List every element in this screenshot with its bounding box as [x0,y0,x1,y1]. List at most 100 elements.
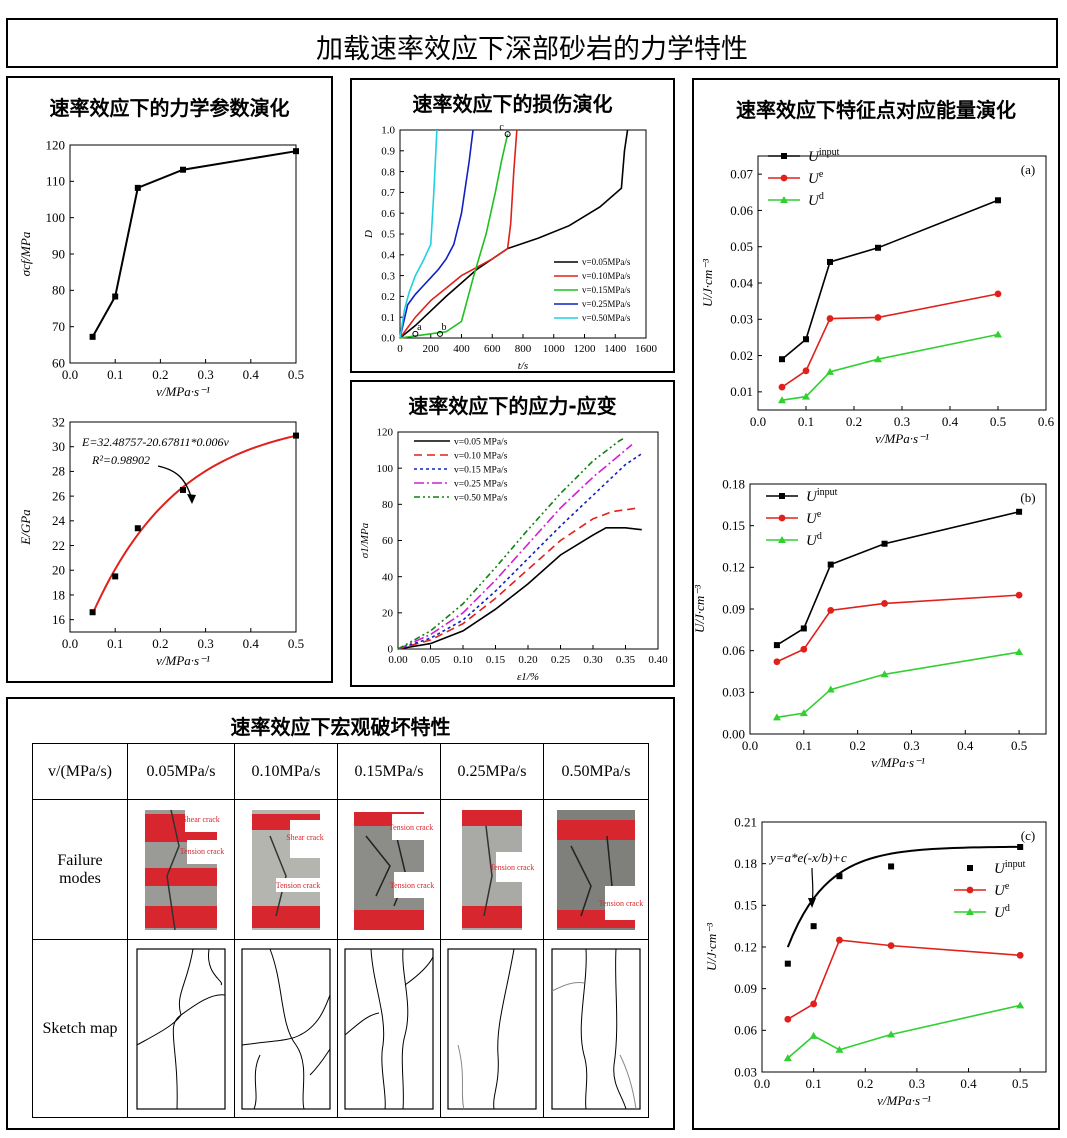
x-tick-label: 0.5 [1012,1076,1028,1091]
failure-photo-5: Tension crack [557,809,643,930]
plot-frame [69,421,297,633]
y-tick-label: 60 [52,355,65,370]
data-point [836,936,843,944]
y-tick-label: 0.15 [734,898,757,913]
data-point [800,625,807,632]
stress-panel: 速率效应下的应力-应变 0.00 0.05 0.10 0.15 0.20 0.25 0.30… [350,380,675,687]
failure-photo-cell: Tension crack [440,799,544,940]
legend-label: v=0.05MPa/s [582,257,631,267]
y-axis-label: E/GPa [18,509,33,546]
photo-label: Shear crack [286,833,324,842]
data-point [1017,844,1024,850]
energy-chart-a: 0.0 0.1 0.2 0.3 0.4 0.5 0.6 0.01 0.02 0.03 0.04 0.0… [700,147,1055,446]
data-point [773,658,781,666]
data-point [836,873,843,880]
legend-label: Ue [994,881,1010,899]
stress-strain-chart: 0.00 0.05 0.10 0.15 0.20 0.25 0.30 0.35 0.40 0 20 4… [359,427,668,683]
x-tick-label: 0.5 [1011,738,1027,753]
series-line [776,651,1020,719]
failure-photo-cell: Tension crack [543,799,649,940]
sketch-map-3 [344,947,434,1110]
y-tick-label: 16 [52,612,66,627]
data-point [994,290,1002,298]
table-header-cell: 0.25MPa/s [440,743,544,800]
x-axis-label: v/MPa·s⁻¹ [875,431,929,446]
x-tick-label: 0.40 [648,654,668,666]
y-tick-label: 0.0 [381,333,395,345]
series-line [397,444,633,650]
table-header-cell: v/(MPa/s) [32,743,128,800]
legend-label: v=0.05 MPa/s [454,438,508,448]
failure-title: 速率效应下宏观破坏特性 [230,715,451,739]
x-tick-label: 0.0 [62,367,78,382]
legend-label: Uinput [994,859,1026,877]
data-point [89,609,96,616]
legend-label: Uinput [808,147,840,165]
legend-marker [780,196,788,203]
energy-chart-b: 0.0 0.1 0.2 0.3 0.4 0.5 0.00 0.03 0.06 0.09 0.12 0.… [692,476,1047,770]
x-tick-label: 0.25 [551,654,571,666]
y-tick-label: 0 [388,644,394,656]
series-line [787,939,1021,1020]
y-tick-label: 0.18 [722,476,745,491]
x-tick-label: 1200 [574,343,597,355]
x-axis-label: v/MPa·s⁻¹ [156,653,210,668]
table-row-label: Failure modes [32,799,128,940]
panel-label: (b) [1020,490,1035,505]
params-title: 速率效应下的力学参数演化 [49,96,290,120]
x-tick-label: 0.3 [903,738,919,753]
plot-frame [749,483,1047,735]
legend-label: Ue [806,509,822,527]
y-tick-label: 0.09 [722,601,745,616]
y-tick-label: 100 [377,463,394,475]
y-tick-label: 0.06 [730,203,753,218]
y-tick-label: 100 [46,210,66,225]
x-tick-label: 0.1 [796,738,812,753]
x-tick-label: 1000 [543,343,566,355]
modulus-chart: 0.0 0.1 0.2 0.3 0.4 0.5 16 18 20 22 24 26 28 30 32 v/MP… [18,414,304,668]
y-tick-label: 0.07 [730,166,753,181]
y-tick-label: 0.7 [381,187,395,199]
data-point [881,540,888,547]
data-point [874,314,882,321]
x-tick-label: 0.0 [750,414,766,429]
energy-chart-c: 0.0 0.1 0.2 0.3 0.4 0.5 0.03 0.06 0.09 0.12 0.15 0.… [704,814,1047,1108]
failure-table: v/(MPa/s) 0.05MPa/s 0.10MPa/s 0.15MPa/s … [32,743,649,1118]
data-point [880,670,889,678]
fit-curve [91,434,297,615]
x-tick-label: 0.5 [990,414,1006,429]
legend-label: v=0.25MPa/s [582,299,631,309]
y-tick-label: 0.5 [381,229,395,241]
fit-equation: E=32.48757-20.67811*0.006v [81,435,230,449]
y-tick-label: 0.2 [381,291,395,303]
failure-panel: 速率效应下宏观破坏特性 v/(MPa/s) 0.05MPa/s 0.10MPa/… [6,697,675,1130]
sketch-map-5 [551,947,641,1110]
x-axis-label: ε1/% [517,671,539,683]
y-tick-label: 80 [382,499,394,511]
y-tick-label: 0.1 [381,312,395,324]
y-tick-label: 22 [52,538,65,553]
data-point [1015,591,1023,599]
x-tick-label: 0.3 [197,636,213,651]
x-tick-label: 0.4 [957,738,974,753]
y-tick-label: 18 [52,587,65,602]
y-tick-label: 40 [382,571,394,583]
table-header-cell: 0.50MPa/s [543,743,649,800]
y-axis-label: σ1/MPa [359,522,371,558]
x-axis-label: t/s [518,360,528,372]
sketch-map-2 [241,947,331,1110]
main-title-box: 加载速率效应下深部砂岩的力学特性 [6,18,1058,68]
photo-label: Tension crack [390,881,435,890]
sketch-cell [440,939,544,1118]
legend-marker [780,174,788,182]
table-header-cell: 0.05MPa/s [127,743,235,800]
x-tick-label: 0.0 [742,738,758,753]
params-panel: 速率效应下的力学参数演化 0.0 0.1 0.2 0.3 0.4 0.5 60 70 80 90 1… [6,76,333,683]
x-tick-label: 0.1 [107,636,123,651]
plot-frame [69,144,297,364]
y-tick-label: 120 [46,137,66,152]
y-tick-label: 30 [52,439,65,454]
data-point [887,942,895,950]
x-tick-label: 0.20 [518,654,538,666]
x-tick-label: 0.1 [806,1076,822,1091]
